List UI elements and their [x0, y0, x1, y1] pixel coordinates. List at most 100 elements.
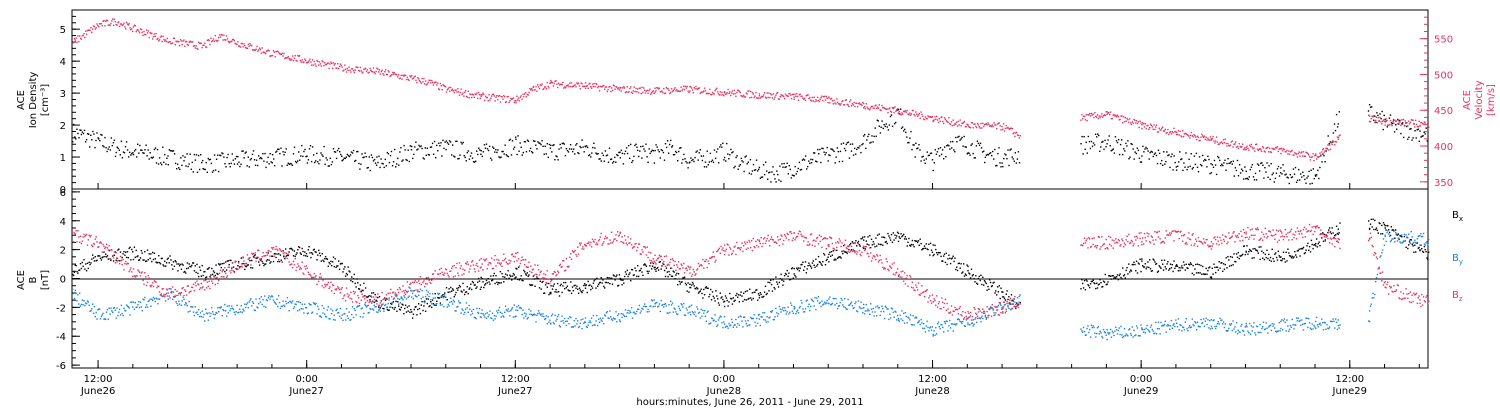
data-point — [1418, 140, 1420, 142]
data-point — [1169, 166, 1171, 169]
data-point — [247, 306, 249, 309]
data-point — [166, 258, 169, 260]
data-point — [1164, 163, 1166, 165]
data-point — [205, 46, 207, 48]
data-point — [405, 158, 407, 161]
data-point — [1109, 275, 1111, 277]
data-point — [914, 240, 916, 242]
data-point — [403, 144, 405, 147]
data-point — [461, 291, 463, 293]
data-point — [930, 152, 933, 154]
data-point — [643, 87, 645, 89]
data-point — [555, 320, 557, 322]
data-point — [903, 110, 905, 113]
data-point — [192, 171, 194, 173]
data-point — [779, 165, 781, 167]
data-point — [1191, 135, 1193, 137]
data-point — [184, 270, 186, 273]
data-point — [1309, 251, 1312, 253]
data-point — [422, 157, 424, 159]
data-point — [502, 315, 504, 317]
data-point — [457, 88, 459, 90]
data-point — [142, 298, 144, 300]
data-point — [79, 292, 81, 294]
data-point — [1192, 264, 1194, 267]
data-point — [528, 91, 530, 94]
data-point — [352, 316, 355, 319]
data-point — [315, 160, 317, 162]
data-point — [191, 161, 193, 164]
data-point — [73, 297, 76, 300]
data-point — [166, 37, 169, 40]
data-point — [265, 263, 267, 265]
data-point — [997, 152, 999, 155]
data-point — [1192, 166, 1194, 169]
data-point — [703, 166, 706, 168]
data-point — [1010, 148, 1012, 150]
data-point — [1226, 267, 1228, 269]
data-point — [283, 154, 285, 156]
data-point — [1122, 122, 1124, 124]
data-point — [358, 305, 360, 307]
data-point — [510, 97, 512, 100]
data-point — [856, 148, 858, 151]
data-point — [231, 267, 233, 269]
data-point — [778, 179, 780, 181]
data-point — [1375, 121, 1377, 123]
data-point — [795, 95, 797, 97]
data-point — [759, 97, 761, 99]
data-point — [1186, 168, 1188, 171]
data-point — [485, 279, 488, 282]
data-point — [437, 88, 440, 90]
data-point — [1384, 225, 1386, 227]
data-point — [661, 90, 663, 92]
data-point — [787, 173, 789, 175]
data-point — [530, 89, 532, 91]
bottom-tick-label: -2 — [56, 303, 66, 314]
data-point — [182, 296, 184, 298]
data-point — [272, 299, 275, 301]
data-point — [444, 141, 446, 143]
data-point — [1140, 270, 1142, 273]
data-point — [965, 146, 967, 148]
data-point — [293, 306, 296, 308]
data-point — [167, 164, 169, 166]
data-point — [1400, 132, 1402, 135]
data-point — [642, 145, 644, 147]
data-point — [853, 101, 855, 104]
data-point — [301, 247, 303, 250]
data-point — [770, 94, 773, 96]
data-point — [810, 100, 813, 102]
data-point — [1267, 176, 1269, 178]
data-point — [1291, 255, 1293, 258]
data-point — [279, 53, 282, 55]
data-point — [610, 87, 613, 89]
data-point — [338, 147, 340, 150]
data-point — [230, 41, 232, 43]
data-point — [494, 151, 496, 153]
data-point — [929, 254, 931, 256]
data-point — [523, 269, 525, 272]
data-point — [1109, 113, 1111, 116]
data-point — [596, 277, 598, 280]
data-point — [970, 144, 972, 146]
data-point — [690, 87, 693, 89]
data-point — [878, 104, 880, 106]
data-point — [594, 85, 596, 88]
data-point — [1337, 233, 1339, 236]
data-point — [793, 267, 795, 270]
data-point — [1211, 138, 1213, 140]
data-point — [1266, 162, 1268, 164]
data-point — [1209, 139, 1211, 141]
data-point — [535, 144, 537, 146]
data-point — [532, 85, 535, 88]
data-point — [174, 260, 176, 262]
data-point — [1250, 250, 1253, 252]
data-point — [297, 160, 299, 162]
data-point — [425, 289, 428, 292]
data-point — [1198, 264, 1200, 266]
data-point — [491, 279, 494, 281]
data-point — [590, 86, 592, 88]
data-point — [161, 257, 163, 260]
data-point — [739, 294, 741, 296]
